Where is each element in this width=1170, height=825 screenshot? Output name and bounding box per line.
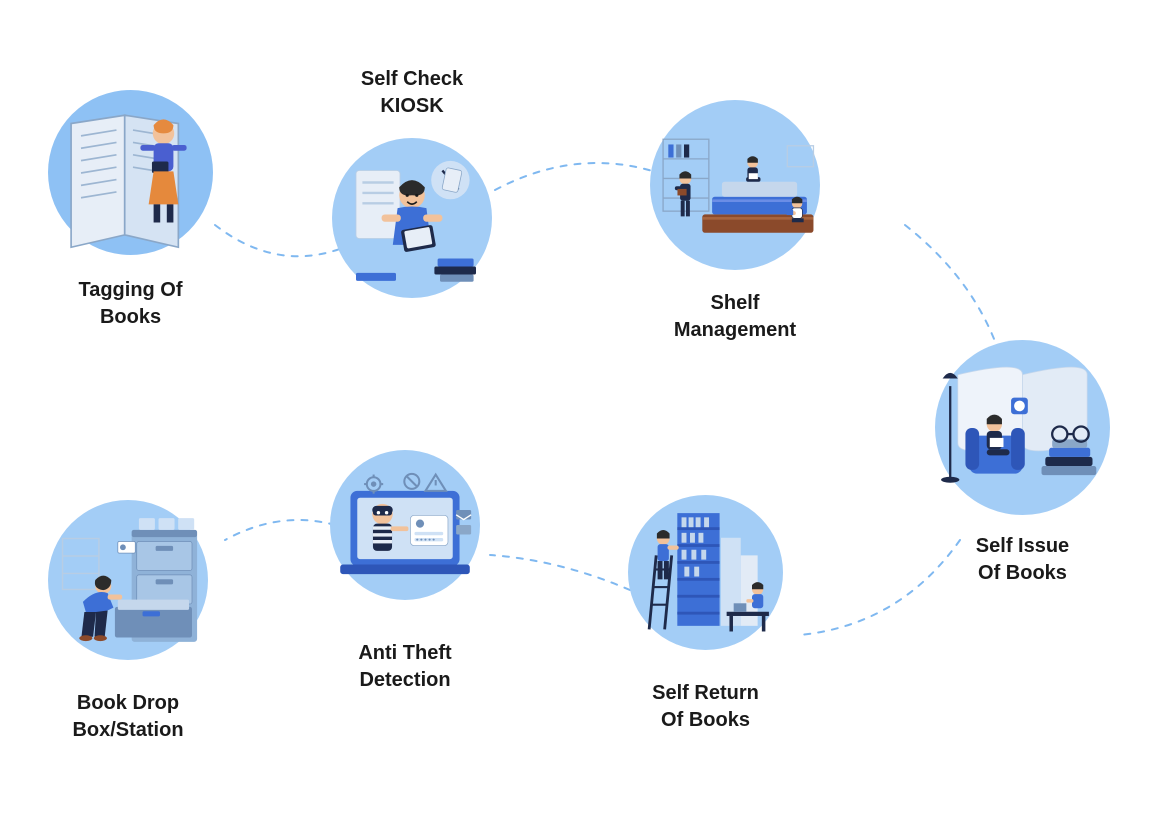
label-anti-theft: Anti Theft Detection — [358, 640, 451, 694]
connector-anti-theft-book-drop — [225, 520, 335, 540]
bubble-anti-theft — [330, 450, 480, 600]
label-shelf: Shelf Management — [674, 290, 796, 344]
node-self-return: Self Return Of Books — [628, 495, 783, 734]
person-reading-tablet-icon — [332, 138, 492, 298]
open-book-person-icon — [48, 90, 213, 255]
connector-tagging-kiosk — [215, 225, 350, 256]
laptop-thief-icon — [330, 450, 480, 600]
bubble-tagging — [48, 90, 213, 255]
bubble-book-drop — [48, 500, 208, 660]
node-shelf: Shelf Management — [650, 100, 820, 344]
bubble-kiosk — [332, 138, 492, 298]
label-self-return: Self Return Of Books — [652, 680, 759, 734]
infographic-canvas: Tagging Of Books Self Check KIOSK — [0, 0, 1170, 825]
bubble-shelf — [650, 100, 820, 270]
label-book-drop: Book Drop Box/Station — [72, 690, 183, 744]
node-kiosk: Self Check KIOSK — [332, 66, 492, 298]
bubble-self-issue — [935, 340, 1110, 515]
bookshelf-ladder-icon — [628, 495, 783, 650]
label-tagging: Tagging Of Books — [78, 277, 182, 331]
people-on-books-icon — [650, 100, 820, 270]
file-cabinet-icon — [48, 500, 208, 660]
node-book-drop: Book Drop Box/Station — [48, 500, 208, 744]
node-self-issue: Self Issue Of Books — [935, 340, 1110, 587]
connector-kiosk-shelf — [495, 163, 665, 190]
node-anti-theft: Anti Theft Detection — [330, 450, 480, 694]
label-self-issue: Self Issue Of Books — [976, 533, 1069, 587]
bubble-self-return — [628, 495, 783, 650]
reading-chair-icon — [935, 340, 1110, 515]
label-kiosk: Self Check KIOSK — [361, 66, 463, 120]
node-tagging: Tagging Of Books — [48, 90, 213, 331]
connector-self-return-anti-theft — [490, 555, 630, 590]
